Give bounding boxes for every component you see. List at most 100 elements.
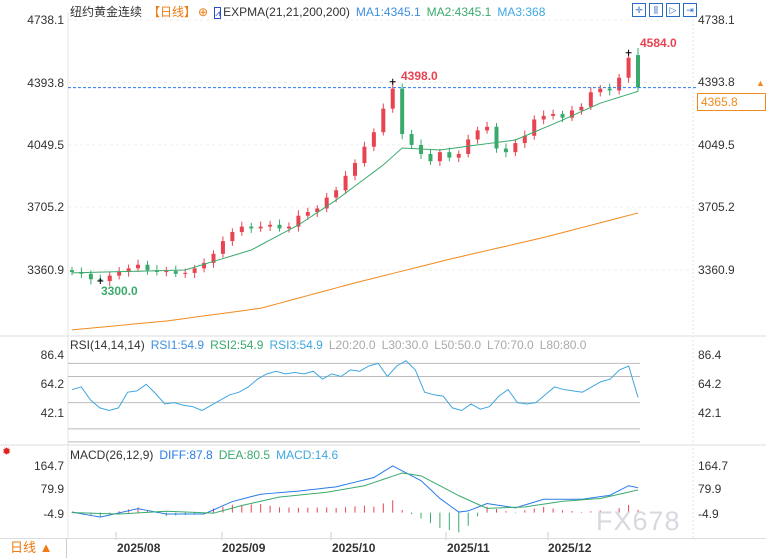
- candle-up: [588, 92, 593, 107]
- rsi-tick-right: 86.4: [698, 348, 722, 362]
- candle-down: [447, 152, 452, 158]
- extreme-marker: [97, 278, 104, 285]
- candle-up: [541, 115, 546, 120]
- candle-up: [437, 152, 442, 162]
- l70-value: L70:70.0: [487, 338, 534, 352]
- macd-tick: 79.9: [40, 482, 64, 496]
- macd-tick-right: 164.7: [698, 459, 729, 473]
- ma2-value: MA2:4345.1: [426, 5, 492, 19]
- candle-down: [249, 226, 254, 229]
- candle-up: [551, 114, 556, 116]
- y-tick-right: 4393.8: [698, 75, 735, 89]
- rsi-tick: 86.4: [40, 348, 64, 362]
- candle-up: [390, 88, 395, 109]
- macd-title: MACD(26,12,9): [70, 448, 154, 462]
- candle-down: [494, 126, 499, 149]
- settings-icon[interactable]: ⊕: [198, 5, 209, 19]
- candle-up: [532, 119, 537, 136]
- candle-up: [579, 106, 584, 111]
- candle-down: [400, 88, 405, 135]
- rsi-title: RSI(14,14,14): [70, 338, 145, 352]
- rsi-legend: RSI(14,14,14) RSI1:54.9 RSI2:54.9 RSI3:54.9…: [70, 338, 592, 352]
- ma1-line: [71, 90, 639, 274]
- date-tick: 2025/11: [447, 541, 490, 555]
- y-tick: 4738.1: [27, 13, 64, 27]
- move-right-icon[interactable]: ⇥: [683, 3, 697, 17]
- diff-value: DIFF:87.8: [159, 448, 213, 462]
- candle-up: [305, 212, 310, 216]
- rsi2-value: RSI2:54.9: [210, 338, 264, 352]
- candle-down: [409, 134, 414, 145]
- macd-tick-right: -4.9: [698, 507, 719, 521]
- l50-value: L50:50.0: [434, 338, 481, 352]
- date-axis: [0, 538, 766, 558]
- candle-up: [164, 271, 169, 273]
- high-annotation: 4584.0: [640, 36, 677, 50]
- period-selector[interactable]: 日线 ▲: [0, 538, 67, 558]
- candle-up: [371, 132, 376, 147]
- candle-up: [126, 268, 131, 272]
- candle-down: [560, 114, 565, 118]
- ma1-value: MA1:4345.1: [355, 5, 421, 19]
- y-tick: 4049.5: [27, 138, 64, 152]
- y-tick: 4393.8: [27, 76, 64, 90]
- y-tick-right: 3360.9: [698, 263, 735, 277]
- candle-up: [202, 262, 207, 269]
- main-legend: 纽约黄金连续 【日线】 ⊕ ⩘ EXPMA(21,21,200,200) MA1:4345…: [70, 3, 551, 20]
- candle-up: [286, 226, 291, 229]
- dea-value: DEA:80.5: [218, 448, 271, 462]
- candle-up: [617, 77, 622, 91]
- l30-value: L30:30.0: [381, 338, 429, 352]
- candle-up: [522, 135, 527, 144]
- candle-up: [381, 108, 386, 133]
- candle-up: [258, 226, 263, 229]
- candle-up: [296, 215, 301, 227]
- candle-up: [315, 208, 320, 213]
- settings-sun-icon[interactable]: ✹: [2, 446, 12, 458]
- crosshair-icon[interactable]: ✛: [632, 3, 646, 17]
- indicator-icon[interactable]: ⩘: [214, 7, 222, 19]
- candle-up: [324, 197, 329, 209]
- candle-up: [485, 126, 490, 131]
- y-tick-right: 4738.1: [698, 13, 735, 27]
- y-tick-right: 3705.2: [698, 200, 735, 214]
- period-label[interactable]: 【日线】: [148, 5, 197, 19]
- dea-line: [71, 472, 639, 515]
- date-tick: 2025/12: [548, 541, 592, 555]
- last-price-tag: 4365.8: [697, 93, 766, 111]
- macd-tick: -4.9: [43, 507, 64, 521]
- macd-value: MACD:14.6: [276, 448, 339, 462]
- y-tick: 3360.9: [27, 263, 64, 277]
- candle-down: [503, 148, 508, 153]
- toolbar: ✛ ⫼ ▷ ⇥: [632, 3, 697, 17]
- l20-value: L20:20.0: [328, 338, 376, 352]
- candle-up: [183, 272, 188, 274]
- zoom-in-icon[interactable]: ⫼: [649, 3, 663, 17]
- watermark: FX678: [596, 506, 681, 536]
- rsi3-value: RSI3:54.9: [269, 338, 323, 352]
- macd-tick: 164.7: [33, 459, 64, 473]
- candle-up: [598, 88, 603, 93]
- candle-up: [220, 241, 225, 254]
- rsi-tick: 64.2: [40, 377, 64, 391]
- l80-value: L80:80.0: [539, 338, 587, 352]
- zoom-out-icon[interactable]: ▷: [666, 3, 680, 17]
- alert-icon[interactable]: ▲: [756, 78, 765, 88]
- candle-down: [277, 224, 282, 229]
- candle-down: [607, 88, 612, 91]
- indicator-name[interactable]: EXPMA(21,21,200,200): [223, 5, 350, 19]
- candle-up: [569, 110, 574, 118]
- candle-down: [636, 55, 640, 88]
- date-tick: 2025/09: [222, 541, 266, 555]
- candle-up: [456, 153, 461, 158]
- rsi-line: [71, 360, 639, 412]
- extreme-marker: [625, 49, 632, 56]
- candle-up: [626, 57, 631, 78]
- rsi-tick: 42.1: [40, 406, 64, 420]
- candle-up: [343, 175, 348, 191]
- candle-up: [334, 190, 339, 198]
- candle-up: [211, 253, 216, 263]
- candle-down: [88, 273, 93, 280]
- low-annotation: 3300.0: [101, 284, 138, 298]
